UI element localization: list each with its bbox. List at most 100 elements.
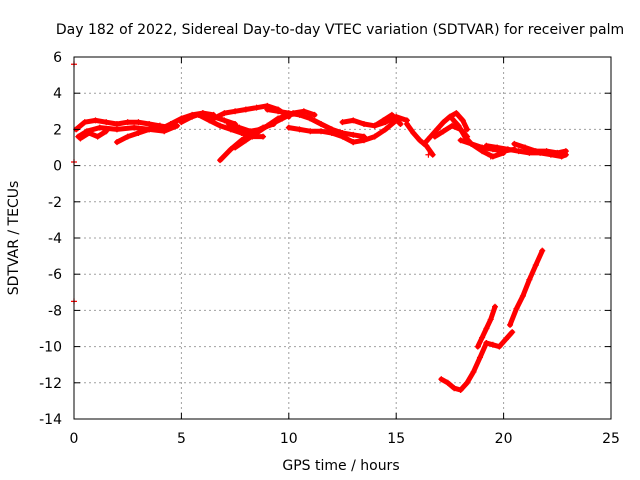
data-point bbox=[146, 120, 153, 127]
y-tick-label: -12 bbox=[39, 376, 62, 392]
data-point bbox=[513, 305, 520, 312]
data-point bbox=[453, 110, 460, 117]
data-point bbox=[264, 106, 271, 113]
data-point bbox=[285, 110, 292, 117]
data-point bbox=[232, 108, 239, 115]
data-point bbox=[86, 130, 93, 137]
y-tick-label: -10 bbox=[39, 340, 62, 356]
data-point bbox=[410, 130, 417, 137]
data-point bbox=[113, 126, 120, 133]
data-point bbox=[217, 157, 224, 164]
data-point bbox=[232, 144, 239, 151]
data-point bbox=[279, 115, 286, 122]
data-point bbox=[360, 120, 367, 127]
data-point bbox=[221, 110, 228, 117]
data-point bbox=[307, 115, 314, 122]
data-point bbox=[382, 126, 389, 133]
data-point bbox=[360, 137, 367, 144]
data-point bbox=[425, 151, 432, 158]
y-tick-label: 4 bbox=[53, 86, 62, 102]
data-point bbox=[455, 122, 462, 129]
data-point bbox=[554, 149, 561, 156]
data-point bbox=[371, 122, 378, 129]
y-axis-label: SDTVAR / TECUs bbox=[6, 181, 22, 296]
data-point bbox=[449, 122, 456, 129]
data-point bbox=[438, 376, 445, 383]
data-point bbox=[526, 276, 533, 283]
data-point bbox=[260, 133, 267, 140]
y-tick-label: -2 bbox=[48, 195, 62, 211]
y-tick-label: -8 bbox=[48, 303, 62, 319]
data-point bbox=[388, 111, 395, 118]
data-point bbox=[494, 144, 501, 151]
data-point bbox=[113, 139, 120, 146]
data-point bbox=[227, 126, 234, 133]
data-point bbox=[350, 117, 357, 124]
data-point bbox=[285, 124, 292, 131]
data-point bbox=[483, 142, 490, 149]
data-point bbox=[81, 119, 88, 126]
data-point bbox=[507, 321, 514, 328]
data-point bbox=[156, 126, 163, 133]
data-point bbox=[146, 126, 153, 133]
data-point bbox=[457, 387, 464, 394]
data-point bbox=[451, 385, 458, 392]
data-point bbox=[268, 120, 275, 127]
chart-title: Day 182 of 2022, Sidereal Day-to-day VTE… bbox=[56, 22, 624, 38]
data-point bbox=[496, 343, 503, 350]
data-point bbox=[225, 120, 232, 127]
data-point bbox=[397, 120, 404, 127]
data-point bbox=[464, 126, 471, 133]
data-point bbox=[236, 124, 243, 131]
series-trace-arc-6 bbox=[178, 110, 238, 127]
data-point bbox=[470, 368, 477, 375]
data-point bbox=[476, 354, 483, 361]
series-trace-arc-17 bbox=[372, 112, 403, 129]
data-point bbox=[227, 146, 234, 153]
x-tick-label: 25 bbox=[602, 431, 620, 447]
series-trace-arc-26 bbox=[438, 340, 489, 393]
data-point bbox=[242, 106, 249, 113]
data-point bbox=[416, 137, 423, 144]
data-point bbox=[135, 130, 142, 137]
data-point bbox=[371, 133, 378, 140]
data-point bbox=[431, 133, 438, 140]
x-tick-label: 15 bbox=[387, 431, 405, 447]
y-tick-label: 2 bbox=[53, 122, 62, 138]
x-tick-label: 5 bbox=[177, 431, 186, 447]
data-point bbox=[479, 334, 486, 341]
data-point bbox=[253, 104, 260, 111]
data-point bbox=[461, 133, 468, 140]
data-point bbox=[296, 126, 303, 133]
data-point bbox=[189, 113, 196, 120]
data-point bbox=[509, 329, 516, 336]
x-tick-label: 10 bbox=[280, 431, 298, 447]
data-point bbox=[522, 144, 529, 151]
y-tick-label: -6 bbox=[48, 267, 62, 283]
data-point bbox=[487, 316, 494, 323]
data-point bbox=[195, 111, 202, 118]
data-point bbox=[311, 111, 318, 118]
data-point bbox=[449, 115, 456, 122]
data-point bbox=[318, 128, 325, 135]
data-point bbox=[440, 119, 447, 126]
data-point bbox=[532, 262, 539, 269]
data-point bbox=[318, 120, 325, 127]
data-point bbox=[483, 339, 490, 346]
data-point bbox=[300, 108, 307, 115]
data-point bbox=[257, 126, 264, 133]
data-point bbox=[492, 303, 499, 310]
data-point bbox=[515, 148, 522, 155]
series-trace-arc-19 bbox=[421, 110, 470, 147]
data-point bbox=[296, 111, 303, 118]
data-point bbox=[464, 379, 471, 386]
data-point bbox=[511, 140, 518, 147]
data-point bbox=[131, 124, 138, 131]
data-point bbox=[238, 130, 245, 137]
data-point bbox=[444, 379, 451, 386]
data-point bbox=[539, 247, 546, 254]
data-point bbox=[502, 336, 509, 343]
data-point bbox=[103, 119, 110, 126]
data-point bbox=[380, 117, 387, 124]
